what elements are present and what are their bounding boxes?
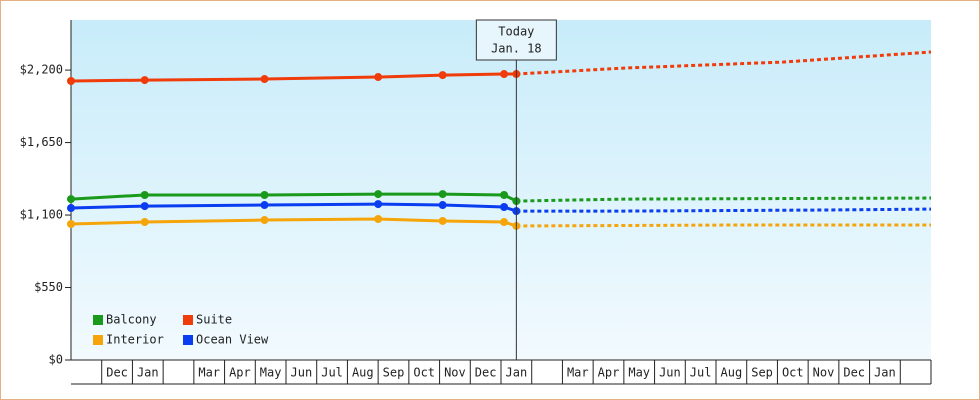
- point: [67, 77, 75, 86]
- point: [374, 214, 383, 223]
- point: [438, 190, 447, 199]
- point: [140, 218, 149, 227]
- y-tick-label: $550: [34, 280, 63, 294]
- x-tick-label: Jan: [874, 366, 896, 380]
- x-tick-label: Dec: [843, 366, 865, 380]
- point: [438, 216, 447, 225]
- point: [260, 75, 269, 84]
- x-tick-label: Jul: [690, 366, 712, 380]
- point: [500, 218, 509, 227]
- x-tick-label: May: [628, 366, 650, 380]
- x-tick-label: Jan: [506, 366, 528, 380]
- today-box: [475, 19, 557, 61]
- point: [140, 202, 149, 211]
- x-tick-label: Sep: [383, 366, 405, 380]
- point: [500, 203, 509, 211]
- forecast-line: [516, 223, 931, 228]
- x-tick-label: May: [260, 366, 282, 380]
- x-tick-label: Jul: [321, 366, 343, 380]
- point: [374, 73, 383, 82]
- point: [374, 190, 383, 199]
- y-tick-label: $1,100: [20, 208, 63, 222]
- point: [438, 71, 447, 80]
- x-tick-label: Oct: [413, 366, 435, 380]
- x-tick-label: Apr: [229, 366, 251, 380]
- point: [500, 191, 509, 200]
- today-label: Today: [498, 25, 534, 39]
- legend-label: Balcony: [106, 313, 157, 327]
- legend-swatch: [93, 335, 103, 345]
- x-tick-label: Nov: [444, 366, 466, 380]
- x-tick-label: Jan: [137, 366, 159, 380]
- x-tick-label: Jun: [291, 366, 313, 380]
- legend-label: Suite: [196, 313, 232, 327]
- legend-swatch: [93, 315, 103, 325]
- point: [260, 216, 269, 225]
- x-tick-label: Jun: [659, 366, 681, 380]
- x-tick-label: Nov: [813, 366, 835, 380]
- y-tick-label: $2,200: [20, 63, 63, 77]
- point: [260, 201, 269, 210]
- plot-area: [71, 20, 931, 360]
- point: [438, 201, 447, 210]
- point: [140, 191, 149, 200]
- x-tick-label: Sep: [751, 366, 773, 380]
- x-tick-label: Aug: [352, 366, 374, 380]
- point: [500, 70, 509, 79]
- legend-swatch: [183, 315, 193, 325]
- point: [140, 76, 149, 85]
- point: [67, 195, 75, 204]
- x-tick-label: Mar: [567, 366, 589, 380]
- x-tick-label: Dec: [475, 366, 497, 380]
- point: [260, 191, 269, 200]
- point: [374, 200, 383, 209]
- x-tick-label: Oct: [782, 366, 804, 380]
- forecast-line: [516, 207, 932, 213]
- point: [67, 220, 75, 228]
- x-tick-label: Apr: [598, 366, 620, 380]
- x-tick-label: Dec: [106, 366, 128, 380]
- legend-label: Ocean View: [196, 333, 269, 347]
- point: [67, 204, 75, 213]
- forecast-line: [516, 196, 932, 203]
- legend-label: Interior: [106, 333, 164, 347]
- legend-swatch: [183, 335, 193, 345]
- x-tick-label: Mar: [198, 366, 220, 380]
- y-tick-label: $1,650: [20, 135, 63, 149]
- x-tick-label: Aug: [721, 366, 743, 380]
- y-tick-label: $0: [49, 353, 63, 367]
- today-label: Jan. 18: [491, 42, 542, 56]
